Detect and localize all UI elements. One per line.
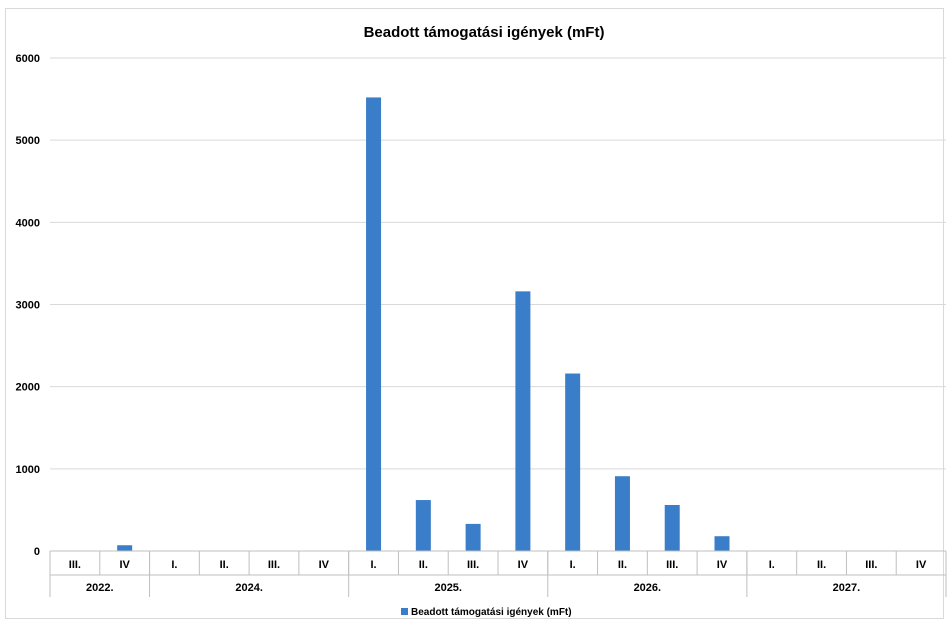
x-group-label: 2026. xyxy=(634,582,662,594)
x-category-label: II. xyxy=(419,559,428,571)
x-category-label: I. xyxy=(370,559,376,571)
x-category-label: II. xyxy=(220,559,229,571)
chart-title: Beadott támogatási igények (mFt) xyxy=(364,24,605,41)
bars xyxy=(117,97,730,551)
x-category-label: III. xyxy=(467,559,479,571)
x-category-label: IV xyxy=(319,559,330,571)
x-group-label: 2022. xyxy=(86,582,114,594)
x-category-label: II. xyxy=(618,559,627,571)
x-category-label: III. xyxy=(865,559,877,571)
x-category-label: IV xyxy=(518,559,529,571)
x-group-label: 2027. xyxy=(833,582,861,594)
legend: Beadott támogatási igények (mFt) xyxy=(401,607,572,618)
x-axis: III. IV I. II. III. IV I. II. III. IV I. II. III. IV I… xyxy=(49,550,947,597)
x-group-label: 2024. xyxy=(235,582,263,594)
y-tick-label: 0 xyxy=(34,546,40,558)
x-category-label: IV xyxy=(916,559,927,571)
x-category-label: I. xyxy=(570,559,576,571)
bar xyxy=(664,504,680,551)
bar xyxy=(614,476,630,551)
legend-label: Beadott támogatási igények (mFt) xyxy=(411,607,572,618)
bar xyxy=(565,373,581,551)
x-category-label: III. xyxy=(268,559,280,571)
x-category-label: II. xyxy=(817,559,826,571)
x-category-label: III. xyxy=(666,559,678,571)
bar xyxy=(415,500,431,551)
x-category-label: IV xyxy=(717,559,728,571)
y-tick-label: 6000 xyxy=(16,53,40,65)
bar xyxy=(515,291,531,551)
bar xyxy=(366,97,382,551)
legend-swatch xyxy=(401,608,408,615)
x-category-label: I. xyxy=(769,559,775,571)
bar xyxy=(117,545,133,551)
y-axis-ticks: 0 1000 2000 3000 4000 5000 6000 xyxy=(16,53,40,558)
bar xyxy=(714,536,730,551)
x-category-label: III. xyxy=(69,559,81,571)
x-category-label: I. xyxy=(171,559,177,571)
y-tick-label: 1000 xyxy=(16,464,40,476)
y-tick-label: 2000 xyxy=(16,382,40,394)
x-category-label: IV xyxy=(119,559,130,571)
y-tick-label: 5000 xyxy=(16,135,40,147)
y-tick-label: 3000 xyxy=(16,300,40,312)
x-group-label: 2025. xyxy=(434,582,462,594)
bar xyxy=(465,523,481,551)
y-tick-label: 4000 xyxy=(16,217,40,229)
chart-border xyxy=(5,8,944,619)
